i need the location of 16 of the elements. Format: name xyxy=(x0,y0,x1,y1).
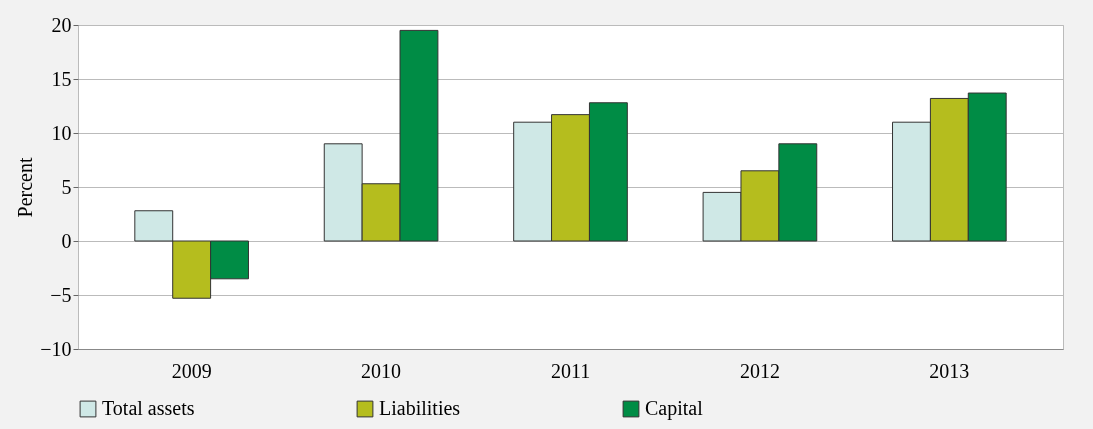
x-tick-label: 2010 xyxy=(361,359,402,382)
y-tick-label: 20 xyxy=(51,13,72,36)
legend-label: Total assets xyxy=(102,397,195,419)
y-tick-label: 5 xyxy=(61,175,72,198)
y-tick-label: −10 xyxy=(40,337,72,360)
y-tick-label: 10 xyxy=(51,121,72,144)
legend-label: Liabilities xyxy=(379,397,461,419)
y-tick-label: 0 xyxy=(61,229,72,252)
y-tick-label: −5 xyxy=(50,283,72,306)
x-tick-label: 2011 xyxy=(550,359,591,382)
legend-label: Capital xyxy=(645,397,704,420)
y-axis-title: Percent xyxy=(14,157,37,218)
x-tick-label: 2009 xyxy=(171,359,212,382)
x-tick-label: 2013 xyxy=(929,359,970,382)
x-tick-label: 2012 xyxy=(739,359,780,382)
y-tick-label: 15 xyxy=(51,67,72,90)
